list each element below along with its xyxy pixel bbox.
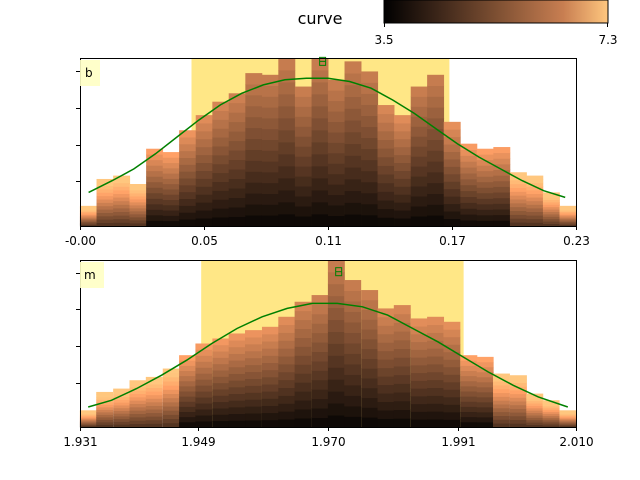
panel-b-bar (228, 93, 246, 227)
panel-b-xtick-label: 0.23 (563, 234, 590, 248)
panel-m-xtick-label: 2.010 (559, 435, 593, 449)
panel-b-bar (146, 148, 164, 227)
panel-b-curve (88, 56, 566, 199)
panel-m-bar (145, 376, 163, 428)
panel-m-bar (393, 305, 411, 428)
panel-m-bar (195, 343, 213, 428)
panel-b-bar (476, 148, 494, 227)
panel-b: -0.00 0.05 0.11 0.17 0.23 b (65, 56, 590, 248)
panel-b-bar (443, 121, 461, 227)
panel-b-xtick-label: -0.00 (65, 234, 96, 248)
panel-m-bar (344, 280, 362, 428)
panel-b-label-box (80, 60, 100, 86)
panel-m-label: m (84, 268, 96, 282)
panel-b-bar (509, 172, 527, 227)
panel-b-bar (245, 73, 263, 227)
panel-b-bar (195, 115, 213, 227)
panel-b-bar (162, 152, 180, 227)
panel-b-ticks: -0.00 0.05 0.11 0.17 0.23 (65, 58, 590, 248)
panel-m-bar (311, 295, 329, 428)
panel-m-bars (79, 260, 577, 428)
panel-b-bar (311, 58, 329, 227)
panel-b-xtick-label: 0.11 (315, 234, 342, 248)
panel-m-bar (542, 400, 560, 428)
panel-m-bar (460, 355, 478, 428)
panel-m-ticks: 1.931 1.949 1.970 1.991 2.010 (63, 260, 594, 449)
panel-b-label: b (85, 66, 93, 80)
panel-m-bar (361, 290, 379, 428)
panel-m-bar (294, 301, 312, 428)
panel-m-bar (427, 316, 445, 428)
panel-m-bar (228, 333, 246, 428)
panel-b-bar (179, 130, 197, 227)
panel-m-bar (162, 368, 180, 428)
panel-b-bar (344, 61, 362, 227)
panel-b-xtick-label: 0.17 (439, 234, 466, 248)
panel-b-bar (493, 147, 511, 227)
panel-b-bar (294, 86, 312, 227)
panel-b-fit-curve (88, 77, 566, 199)
panel-b-bar (261, 74, 279, 227)
panel-m-bar (79, 410, 97, 428)
panel-b-bar (559, 205, 577, 227)
panel-b-bar (526, 175, 544, 227)
panel-m: 1.931 1.949 1.970 1.991 2.010 m (63, 260, 594, 449)
panel-b-bar (212, 101, 230, 227)
panel-m-bar (278, 316, 296, 428)
panel-b-bar (377, 105, 395, 227)
colorbar-max-label: 7.3 (598, 33, 617, 47)
panel-b-bar (79, 205, 97, 227)
panel-m-bar (113, 388, 131, 428)
panel-b-bar (361, 71, 379, 227)
panel-m-bar (509, 375, 527, 428)
panel-b-bar (394, 115, 412, 227)
chart-title: curve (298, 9, 343, 28)
panel-m-bar (212, 338, 230, 428)
panel-m-bar (443, 321, 461, 428)
panel-m-bar (261, 326, 279, 428)
panel-m-bar (559, 410, 577, 428)
colorbar (383, 0, 609, 24)
panel-m-xtick-label: 1.970 (311, 435, 345, 449)
panel-m-fit-curve (87, 302, 569, 408)
panel-b-bar (410, 86, 428, 227)
panel-m-bar (526, 393, 544, 428)
panel-m-xtick-label: 1.931 (63, 435, 97, 449)
panel-m-bar (476, 356, 494, 428)
panel-b-bar (129, 184, 147, 227)
panel-b-bars (79, 58, 577, 227)
panel-b-bar (460, 143, 478, 227)
panel-b-bar (278, 58, 296, 227)
panel-b-bar (327, 79, 345, 227)
panel-m-xtick-label: 1.991 (441, 435, 475, 449)
panel-b-bar (113, 175, 131, 227)
panel-m-bar (327, 260, 345, 428)
panel-m-bar (377, 308, 395, 428)
panel-m-bar (410, 318, 428, 428)
panel-m-bar (129, 380, 147, 428)
panel-m-label-box (80, 262, 104, 288)
panel-b-bar (542, 192, 560, 227)
panel-m-curve (87, 267, 569, 408)
panel-m-bar (245, 330, 262, 428)
panel-m-xtick-label: 1.949 (181, 435, 215, 449)
panel-m-bar (96, 391, 114, 428)
panel-b-bar (96, 178, 114, 227)
panel-b-xtick-label: 0.05 (191, 234, 218, 248)
panel-m-bar (179, 355, 197, 428)
colorbar-min-label: 3.5 (374, 33, 393, 47)
panel-b-bar (427, 74, 445, 227)
